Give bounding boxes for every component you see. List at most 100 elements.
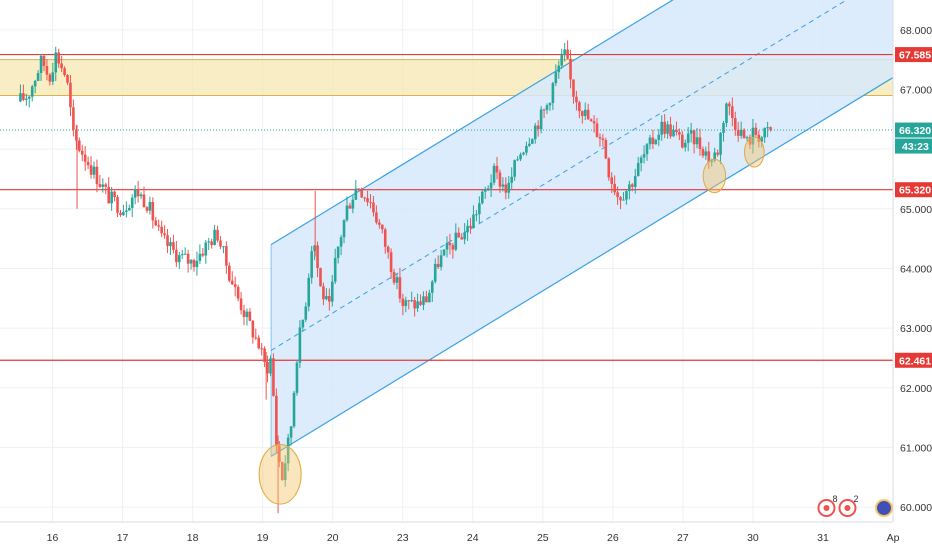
price-axis[interactable]: 60.00061.00062.00063.00064.00065.00066.0… <box>892 0 932 550</box>
candle-body <box>698 137 702 149</box>
candle-body <box>589 119 593 122</box>
candle-body <box>398 277 402 299</box>
candle-body <box>513 160 516 177</box>
candle-body <box>451 245 455 250</box>
candle-body <box>275 395 278 446</box>
candle-body <box>566 49 569 59</box>
candle-body <box>578 102 581 112</box>
price-axis-bg <box>893 0 932 550</box>
candle-body <box>57 52 60 64</box>
level-price-tag-0[interactable] <box>895 47 932 63</box>
candle-body <box>530 139 534 144</box>
candle-body <box>25 98 28 100</box>
candle-body <box>648 137 652 145</box>
candle-body <box>133 189 137 198</box>
candle-body <box>272 358 275 396</box>
candle-body <box>745 137 749 139</box>
candle-body <box>328 296 331 302</box>
channel-lower-line[interactable] <box>270 77 894 457</box>
candle-body <box>669 124 672 137</box>
candle-body <box>292 392 296 427</box>
candle-body <box>104 184 108 187</box>
candle-body <box>581 111 584 116</box>
candle-body <box>478 203 481 215</box>
candle-body <box>119 212 122 216</box>
y-tick-label-2: 62.000 <box>900 383 932 395</box>
candle-body <box>316 245 319 269</box>
event-badge-dot-1 <box>844 505 851 511</box>
candle-body <box>542 109 546 111</box>
candle-body <box>230 280 234 285</box>
candle-body <box>172 242 175 250</box>
candle-body <box>89 165 93 175</box>
candle-body <box>557 65 561 73</box>
candle-body <box>257 337 261 349</box>
time-axis[interactable]: 16 17 18 19 20 23 24 25 26 27 30 31 Ap <box>0 521 900 544</box>
candle-body <box>204 242 208 256</box>
current-price-tag[interactable] <box>895 122 932 138</box>
candle-body <box>510 176 514 183</box>
candle-body <box>319 268 322 287</box>
x-tick-label-1: 17 <box>117 532 129 544</box>
candle-body <box>263 348 266 362</box>
candle-body <box>754 127 758 135</box>
candle-body <box>616 192 619 198</box>
level-price-label-1: 65.320 <box>899 185 931 197</box>
candle-body <box>289 426 293 438</box>
candle-body <box>731 106 734 119</box>
candle-body <box>198 253 202 261</box>
candle-body <box>19 93 22 102</box>
candle-body <box>228 265 231 281</box>
level-price-tag-1[interactable] <box>895 182 932 198</box>
y-tick-label-7: 67.000 <box>900 84 932 96</box>
candle-body <box>113 191 116 198</box>
channel-mid-line[interactable] <box>270 0 893 351</box>
level-price-label-2: 62.461 <box>899 355 931 367</box>
candle-body <box>760 137 764 142</box>
candle-body <box>216 229 219 241</box>
flag-badge-icon[interactable] <box>875 499 893 517</box>
candle-body <box>148 201 152 211</box>
candle-body <box>628 184 631 192</box>
x-tick-label-3: 19 <box>257 532 269 544</box>
candle-body <box>163 233 166 236</box>
level-price-tag-2[interactable] <box>895 352 932 368</box>
candle-body <box>183 253 187 255</box>
candle-body <box>251 320 255 338</box>
candle-body <box>666 124 669 134</box>
y-tick-label-0: 60.000 <box>900 502 932 514</box>
candle-body <box>636 163 640 177</box>
candle-body <box>222 246 225 248</box>
candle-body <box>45 65 49 75</box>
candle-body <box>728 103 731 107</box>
candle-body <box>601 138 605 141</box>
x-tick-label-7: 25 <box>537 532 549 544</box>
candle-body <box>322 286 325 300</box>
candle-body <box>389 252 393 273</box>
candle-body <box>583 109 587 116</box>
candle-body <box>516 159 519 161</box>
candle-body <box>380 224 384 230</box>
candle-body <box>442 249 446 256</box>
countdown-label: 43:23 <box>902 141 929 153</box>
level-price-label-0: 67.585 <box>899 50 931 62</box>
candle-body <box>151 201 155 221</box>
y-tick-label-8: 68.000 <box>900 25 932 37</box>
y-tick-label-5: 65.000 <box>900 204 932 216</box>
candle-body <box>598 136 602 139</box>
candle-body <box>480 191 484 204</box>
candle-body <box>192 260 196 268</box>
candle-body <box>348 205 352 209</box>
candle-body <box>433 263 437 282</box>
candle-body <box>701 148 705 156</box>
candle-body <box>651 137 655 145</box>
candle-body <box>742 129 746 139</box>
candle-body <box>127 207 131 211</box>
candle-body <box>604 140 608 159</box>
candle-body <box>575 96 578 103</box>
x-tick-label-11: 31 <box>817 532 829 544</box>
candle-body <box>125 210 128 212</box>
